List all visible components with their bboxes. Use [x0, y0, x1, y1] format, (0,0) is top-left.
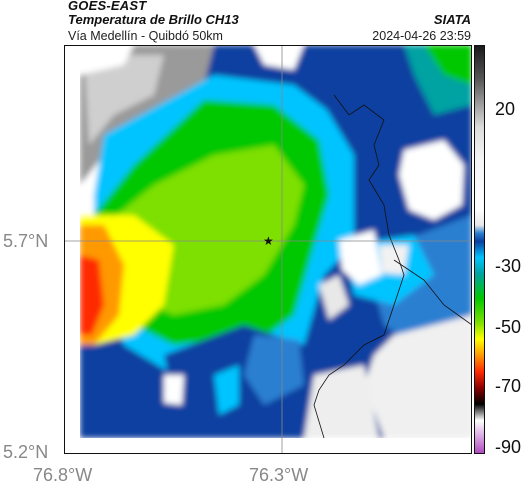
lat-tick-5.7: 5.7°N: [3, 231, 49, 251]
route-label: Vía Medellín - Quibdó 50km: [68, 29, 223, 43]
colorbar-tick-neg90: -90: [495, 437, 522, 457]
colorbar-tick-neg30: -30: [495, 256, 522, 276]
source-label: SIATA: [433, 12, 471, 27]
colorbar-tick-neg70: -70: [495, 376, 522, 396]
map-frame: [64, 45, 472, 454]
colorbar-gradient: [475, 46, 484, 453]
product-title: Temperatura de Brillo CH13: [68, 12, 239, 27]
colorbar-tick-20: 20: [495, 99, 516, 119]
brightness-temperature-map: ★: [64, 45, 472, 454]
admin-boundary-east: [393, 259, 472, 326]
timestamp-label: 2024-04-26 23:59: [372, 29, 471, 43]
admin-boundary: [313, 94, 405, 439]
satellite-title: GOES-EAST: [68, 0, 147, 13]
colorbar-tick-neg50: -50: [495, 317, 522, 337]
lon-tick-76.8: 76.8°W: [33, 465, 93, 485]
colorbar: [474, 45, 485, 454]
lon-tick-76.3: 76.3°W: [249, 465, 309, 485]
station-marker: ★: [263, 234, 274, 248]
cloud-field: [80, 45, 472, 438]
lat-tick-5.2: 5.2°N: [3, 442, 49, 462]
